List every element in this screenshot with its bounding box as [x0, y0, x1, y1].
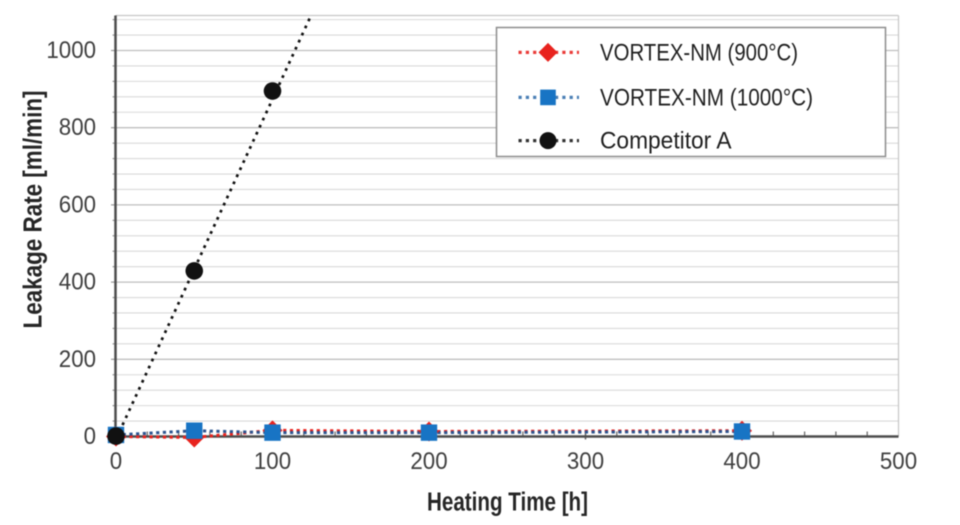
svg-text:Leakage Rate [ml/min]: Leakage Rate [ml/min] [20, 91, 48, 329]
svg-text:100: 100 [254, 448, 291, 475]
svg-text:1000: 1000 [46, 37, 96, 64]
svg-text:200: 200 [410, 448, 447, 475]
svg-text:800: 800 [59, 114, 96, 141]
svg-text:Heating Time [h]: Heating Time [h] [427, 489, 588, 517]
svg-text:VORTEX-NM (1000°C): VORTEX-NM (1000°C) [600, 84, 813, 111]
svg-text:Competitor A: Competitor A [600, 128, 732, 155]
svg-text:0: 0 [84, 423, 96, 450]
svg-text:500: 500 [880, 448, 917, 475]
svg-text:0: 0 [110, 448, 122, 475]
svg-text:VORTEX-NM (900°C): VORTEX-NM (900°C) [600, 39, 798, 66]
svg-text:400: 400 [723, 448, 760, 475]
svg-text:600: 600 [59, 191, 96, 218]
svg-text:200: 200 [59, 346, 96, 373]
svg-text:300: 300 [567, 448, 604, 475]
svg-text:400: 400 [59, 269, 96, 296]
